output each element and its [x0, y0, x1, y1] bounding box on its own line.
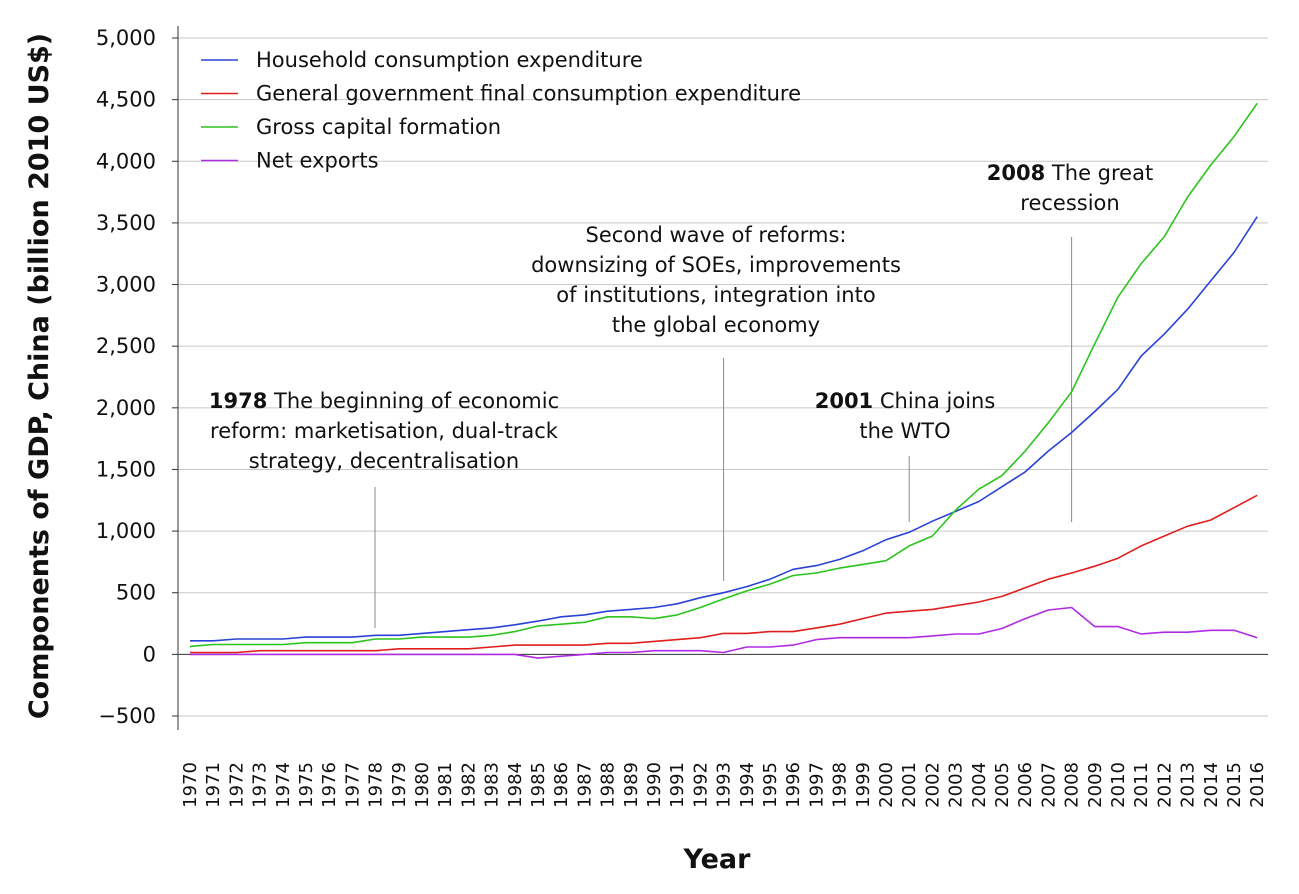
x-tick-label: 2001 [899, 762, 920, 808]
annotation-text: 1978 The beginning of economic [209, 389, 559, 413]
x-tick-label: 2004 [969, 762, 990, 808]
x-axis-title: Year [683, 844, 752, 875]
annotation-text: reform: marketisation, dual-track [210, 419, 559, 443]
x-tick-label: 1993 [714, 762, 735, 808]
x-tick-label: 1998 [830, 762, 851, 808]
x-tick-label: 1978 [366, 762, 387, 808]
x-tick-label: 1997 [806, 762, 827, 808]
x-tick-label: 2010 [1108, 762, 1129, 808]
annotation-text: strategy, decentralisation [249, 449, 519, 473]
x-tick-label: 1999 [853, 762, 874, 808]
x-tick-label: 1980 [412, 762, 433, 808]
x-tick-label: 1984 [505, 762, 526, 808]
x-tick-label: 1974 [273, 762, 294, 808]
annotation-text: 2001 China joins [815, 389, 996, 413]
x-tick-label: 1977 [342, 762, 363, 808]
y-tick-label: 500 [116, 581, 156, 605]
x-tick-label: 2014 [1201, 762, 1222, 808]
annotation-text: downsizing of SOEs, improvements [531, 253, 901, 277]
x-tick-label: 1976 [319, 762, 340, 808]
y-tick-label: −500 [98, 704, 156, 728]
y-tick-label: 2,500 [96, 334, 156, 358]
x-tick-label: 2015 [1224, 762, 1245, 808]
x-tick-label: 1996 [783, 762, 804, 808]
series-line-net-exports [190, 606, 1258, 659]
x-tick-label: 2005 [992, 762, 1013, 808]
legend: Household consumption expenditure General… [201, 48, 801, 173]
x-tick-label: 1989 [621, 762, 642, 808]
x-tick-label: 1994 [737, 762, 758, 808]
x-tick-label: 1982 [458, 762, 479, 808]
x-tick-label: 2000 [876, 762, 897, 808]
x-tick-label: 1973 [250, 762, 271, 808]
series-line-household-consumption-expenditure [190, 216, 1258, 642]
y-tick-label: 3,000 [96, 273, 156, 297]
x-tick-label: 1991 [667, 762, 688, 808]
annotation-text: 2008 The great [987, 161, 1153, 185]
x-tick-label: 1972 [226, 762, 247, 808]
x-tick-label: 2009 [1085, 762, 1106, 808]
x-tick-label: 1986 [551, 762, 572, 808]
x-tick-label: 2003 [946, 762, 967, 808]
x-tick-label: 1988 [598, 762, 619, 808]
annotation-text: the WTO [859, 419, 950, 443]
x-tick-label: 2006 [1015, 762, 1036, 808]
x-tick-label: 1985 [528, 762, 549, 808]
annotations: 1978 The beginning of economic reform: ma… [209, 161, 1153, 628]
x-tick-label: 1987 [574, 762, 595, 808]
y-tick-label: 3,500 [96, 211, 156, 235]
x-tick-label: 2002 [922, 762, 943, 808]
x-tick-label: 1970 [180, 762, 201, 808]
y-tick-label: 1,500 [96, 457, 156, 481]
legend-label: Gross capital formation [256, 115, 501, 139]
y-tick-label: 5,000 [96, 26, 156, 50]
y-axis: −500 0 500 1,000 1,500 2,000 2,500 3,000 3,500 4,… [96, 26, 179, 730]
x-axis: 1970 1971 1972 1973 1974 1975 1976 1977 1978 1979… [180, 762, 1268, 808]
y-tick-label: 0 [143, 642, 156, 666]
y-tick-label: 1,000 [96, 519, 156, 543]
x-tick-label: 1992 [690, 762, 711, 808]
x-tick-label: 2016 [1247, 762, 1268, 808]
x-tick-label: 1975 [296, 762, 317, 808]
annotation-text: of institutions, integration into [556, 283, 875, 307]
y-axis-title: Components of GDP, China (billion 2010 U… [24, 33, 55, 719]
series-line-gross-capital-formation [189, 102, 1258, 648]
legend-label: General government final consumption exp… [256, 82, 801, 106]
x-tick-label: 1990 [644, 762, 665, 808]
x-tick-label: 1971 [203, 762, 224, 808]
series-line-general-government-final-consumption-expenditure [190, 494, 1258, 654]
x-tick-label: 2013 [1178, 762, 1199, 808]
annotation-text: recession [1020, 191, 1119, 215]
x-tick-label: 2011 [1131, 762, 1152, 808]
x-tick-label: 1979 [389, 762, 410, 808]
x-tick-label: 1983 [482, 762, 503, 808]
x-tick-label: 2008 [1062, 762, 1083, 808]
gridlines [178, 37, 1268, 717]
series-lines [189, 102, 1258, 659]
y-tick-label: 4,000 [96, 149, 156, 173]
x-tick-label: 1981 [435, 762, 456, 808]
annotation-text: Second wave of reforms: [585, 223, 846, 247]
legend-label: Net exports [256, 149, 379, 173]
x-tick-label: 1995 [760, 762, 781, 808]
y-tick-label: 4,500 [96, 88, 156, 112]
x-tick-label: 2012 [1154, 762, 1175, 808]
y-tick-label: 2,000 [96, 396, 156, 420]
x-tick-label: 2007 [1038, 762, 1059, 808]
annotation-text: the global economy [612, 313, 820, 337]
legend-label: Household consumption expenditure [256, 48, 643, 72]
